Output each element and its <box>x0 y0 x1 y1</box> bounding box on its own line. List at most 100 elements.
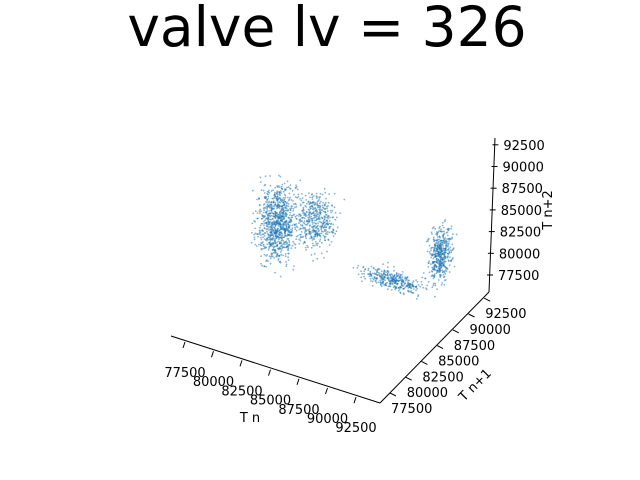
data-point <box>318 202 321 205</box>
data-point <box>312 227 315 230</box>
data-point <box>305 223 307 226</box>
data-point <box>427 240 429 243</box>
data-point <box>282 215 285 218</box>
data-point <box>266 232 269 235</box>
data-point <box>271 206 274 208</box>
data-point <box>278 242 281 245</box>
data-point <box>316 206 319 209</box>
data-point <box>444 269 447 271</box>
data-point <box>326 216 328 219</box>
data-point <box>272 237 275 240</box>
data-point <box>271 197 274 200</box>
data-point <box>266 208 268 210</box>
data-point <box>379 279 382 282</box>
data-point <box>287 202 290 205</box>
data-point <box>304 213 307 216</box>
data-point <box>281 244 283 246</box>
data-point <box>278 197 281 199</box>
data-point <box>311 219 314 222</box>
data-point <box>266 193 269 195</box>
data-point <box>398 286 401 289</box>
data-point <box>264 197 267 200</box>
data-point <box>259 208 261 211</box>
data-point <box>254 227 257 230</box>
data-point <box>432 268 435 271</box>
data-point <box>263 253 266 256</box>
data-point <box>258 198 260 200</box>
data-point <box>408 279 410 282</box>
data-point <box>301 197 304 200</box>
data-point <box>274 186 277 189</box>
data-point <box>285 261 287 263</box>
data-point <box>443 253 446 255</box>
data-point <box>391 283 394 286</box>
data-point <box>404 279 407 282</box>
data-point <box>356 267 359 269</box>
data-point <box>332 228 334 231</box>
data-point <box>308 203 311 206</box>
data-point <box>265 260 267 263</box>
data-point <box>323 257 325 259</box>
data-point <box>445 240 448 243</box>
data-point <box>416 287 419 290</box>
x-tick-mark <box>239 360 243 367</box>
data-point <box>311 217 314 220</box>
data-point <box>270 234 272 237</box>
data-point <box>422 272 425 274</box>
data-point <box>261 233 264 236</box>
data-point <box>380 270 383 273</box>
data-point <box>425 287 427 290</box>
data-point <box>443 283 446 286</box>
data-point <box>378 274 380 276</box>
data-point <box>291 230 293 233</box>
data-point <box>434 227 437 230</box>
data-point <box>270 255 273 257</box>
data-point <box>396 282 399 285</box>
data-point <box>393 274 396 277</box>
data-point <box>447 238 450 241</box>
data-point <box>322 226 325 229</box>
data-point <box>310 213 313 216</box>
data-point <box>439 263 441 266</box>
data-point <box>442 245 444 247</box>
data-point <box>301 210 304 212</box>
data-point <box>259 212 261 215</box>
data-point <box>285 215 287 218</box>
data-point <box>326 207 328 210</box>
data-point <box>283 193 286 196</box>
x-tick-mark <box>296 378 300 385</box>
data-point <box>274 240 276 243</box>
data-point <box>435 258 438 261</box>
data-point <box>324 239 326 242</box>
data-point <box>251 222 254 225</box>
data-point <box>367 273 369 275</box>
data-point <box>307 222 309 225</box>
data-point <box>373 278 375 281</box>
data-point <box>265 255 267 257</box>
data-point <box>277 201 279 203</box>
data-point <box>269 229 271 231</box>
data-point <box>329 209 332 212</box>
data-point <box>322 201 324 204</box>
data-point <box>260 238 263 241</box>
data-point <box>435 272 438 275</box>
data-point <box>446 234 449 237</box>
data-point <box>278 216 280 218</box>
data-point <box>431 227 434 230</box>
data-point <box>432 284 435 287</box>
data-point <box>361 272 364 275</box>
data-point <box>319 211 322 214</box>
data-point <box>311 239 314 241</box>
data-point <box>295 184 297 187</box>
data-point <box>440 284 443 286</box>
data-point <box>284 209 287 212</box>
data-point <box>274 271 276 274</box>
x-axis-label: T n <box>239 411 260 426</box>
data-point <box>276 204 279 207</box>
data-point <box>280 249 283 252</box>
data-point <box>278 192 281 195</box>
data-point <box>257 235 259 238</box>
data-point <box>427 265 430 268</box>
